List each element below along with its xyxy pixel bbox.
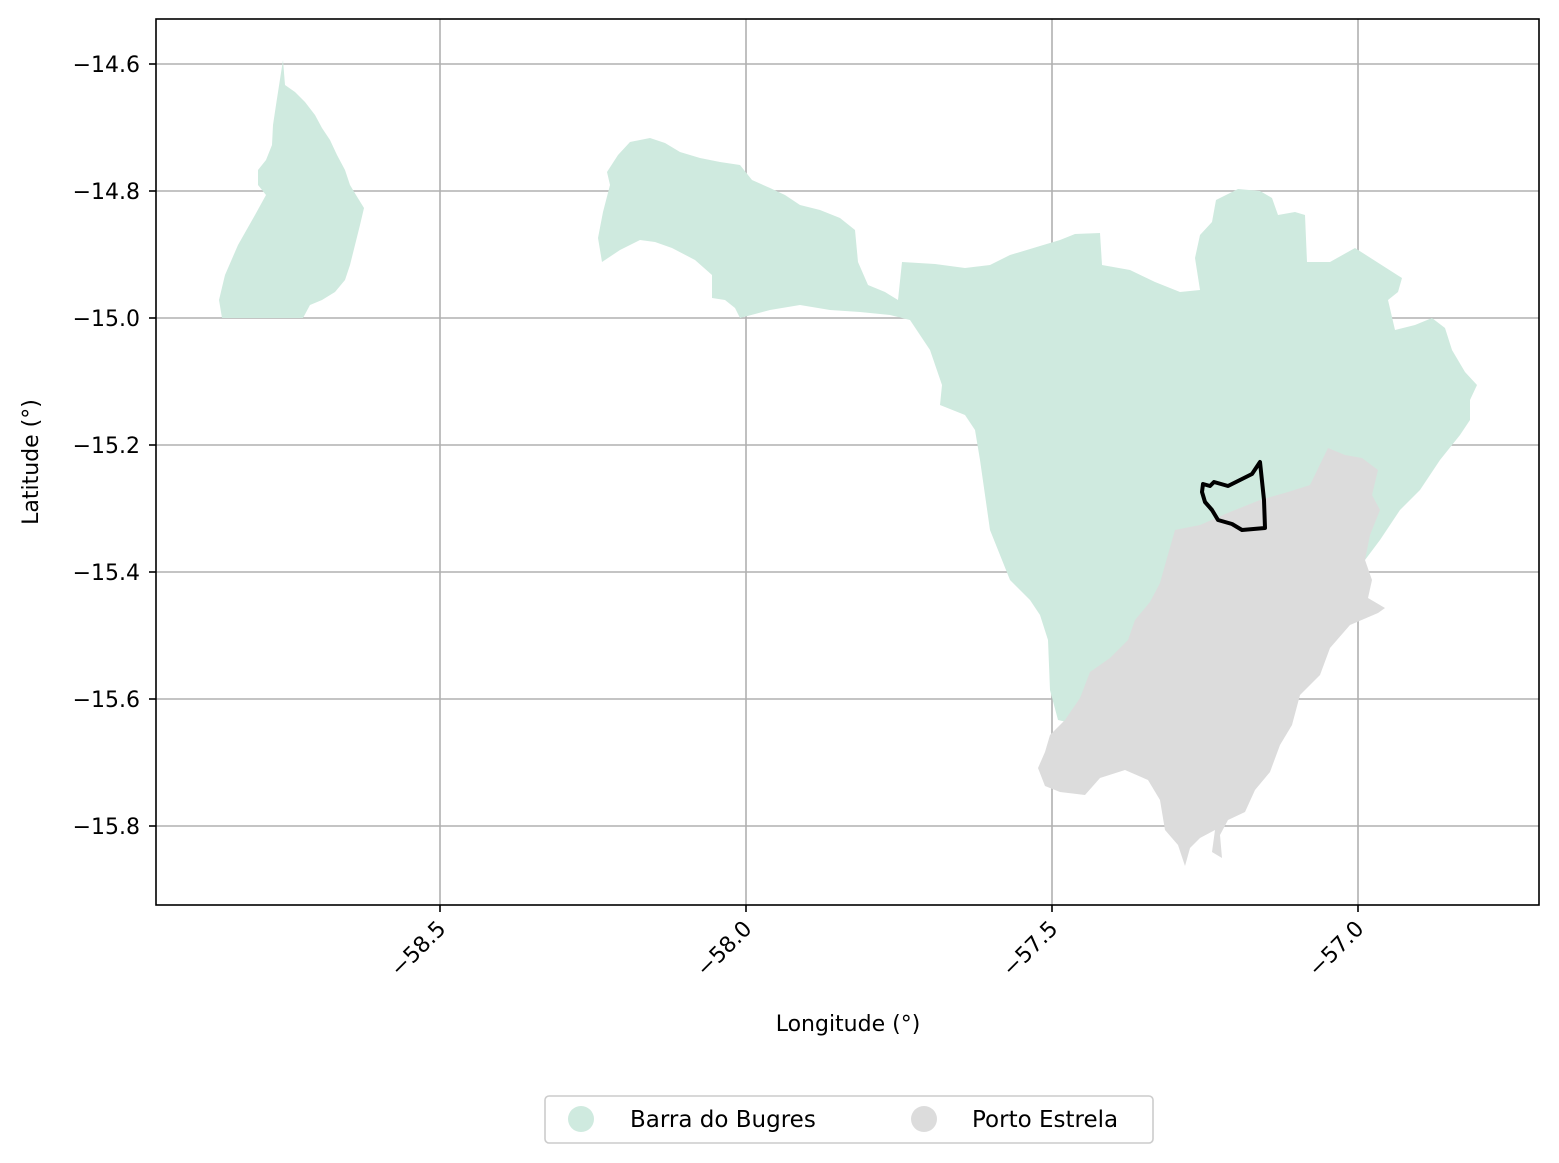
x-tick-label: −57.0 bbox=[1304, 917, 1369, 982]
y-ticks bbox=[149, 63, 156, 827]
legend-label-porto-estrela: Porto Estrela bbox=[972, 1107, 1118, 1133]
legend-marker-porto-estrela bbox=[911, 1106, 937, 1132]
x-tick-label: −58.5 bbox=[386, 917, 451, 982]
y-tick-label: −15.2 bbox=[73, 434, 140, 459]
x-ticks bbox=[439, 905, 1359, 912]
barra-do-bugres-main[interactable] bbox=[598, 138, 1477, 730]
y-tick-label: −15.8 bbox=[73, 815, 140, 840]
highlight-outline-shape[interactable] bbox=[1200, 460, 1267, 532]
y-axis-label: Latitude (°) bbox=[19, 399, 44, 525]
axes-frame bbox=[155, 18, 1540, 906]
y-tick-label: −14.8 bbox=[73, 180, 140, 205]
barra-do-bugres-west-lobe[interactable] bbox=[219, 60, 364, 318]
x-axis-label: Longitude (°) bbox=[776, 1012, 921, 1037]
region-porto-estrela[interactable] bbox=[1038, 448, 1385, 866]
x-tick-label: −57.5 bbox=[998, 917, 1063, 982]
legend-label-barra-do-bugres: Barra do Bugres bbox=[630, 1107, 816, 1133]
y-tick-label: −15.6 bbox=[73, 688, 140, 713]
legend-box bbox=[544, 1095, 1154, 1144]
legend: Barra do Bugres Porto Estrela bbox=[544, 1095, 1154, 1144]
y-tick-label: −15.0 bbox=[73, 307, 140, 332]
x-tick-label: −58.0 bbox=[692, 917, 757, 982]
grid bbox=[156, 19, 1539, 905]
x-tick-labels: −58.5 −58.0 −57.5 −57.0 bbox=[386, 917, 1369, 982]
y-tick-label: −14.6 bbox=[73, 53, 140, 78]
y-tick-label: −15.4 bbox=[73, 561, 140, 586]
highlight-outline[interactable] bbox=[1200, 460, 1267, 532]
porto-estrela-polygon[interactable] bbox=[1038, 448, 1385, 866]
legend-marker-barra-do-bugres bbox=[568, 1106, 594, 1132]
y-tick-labels: −14.6 −14.8 −15.0 −15.2 −15.4 −15.6 −15.… bbox=[73, 53, 140, 840]
